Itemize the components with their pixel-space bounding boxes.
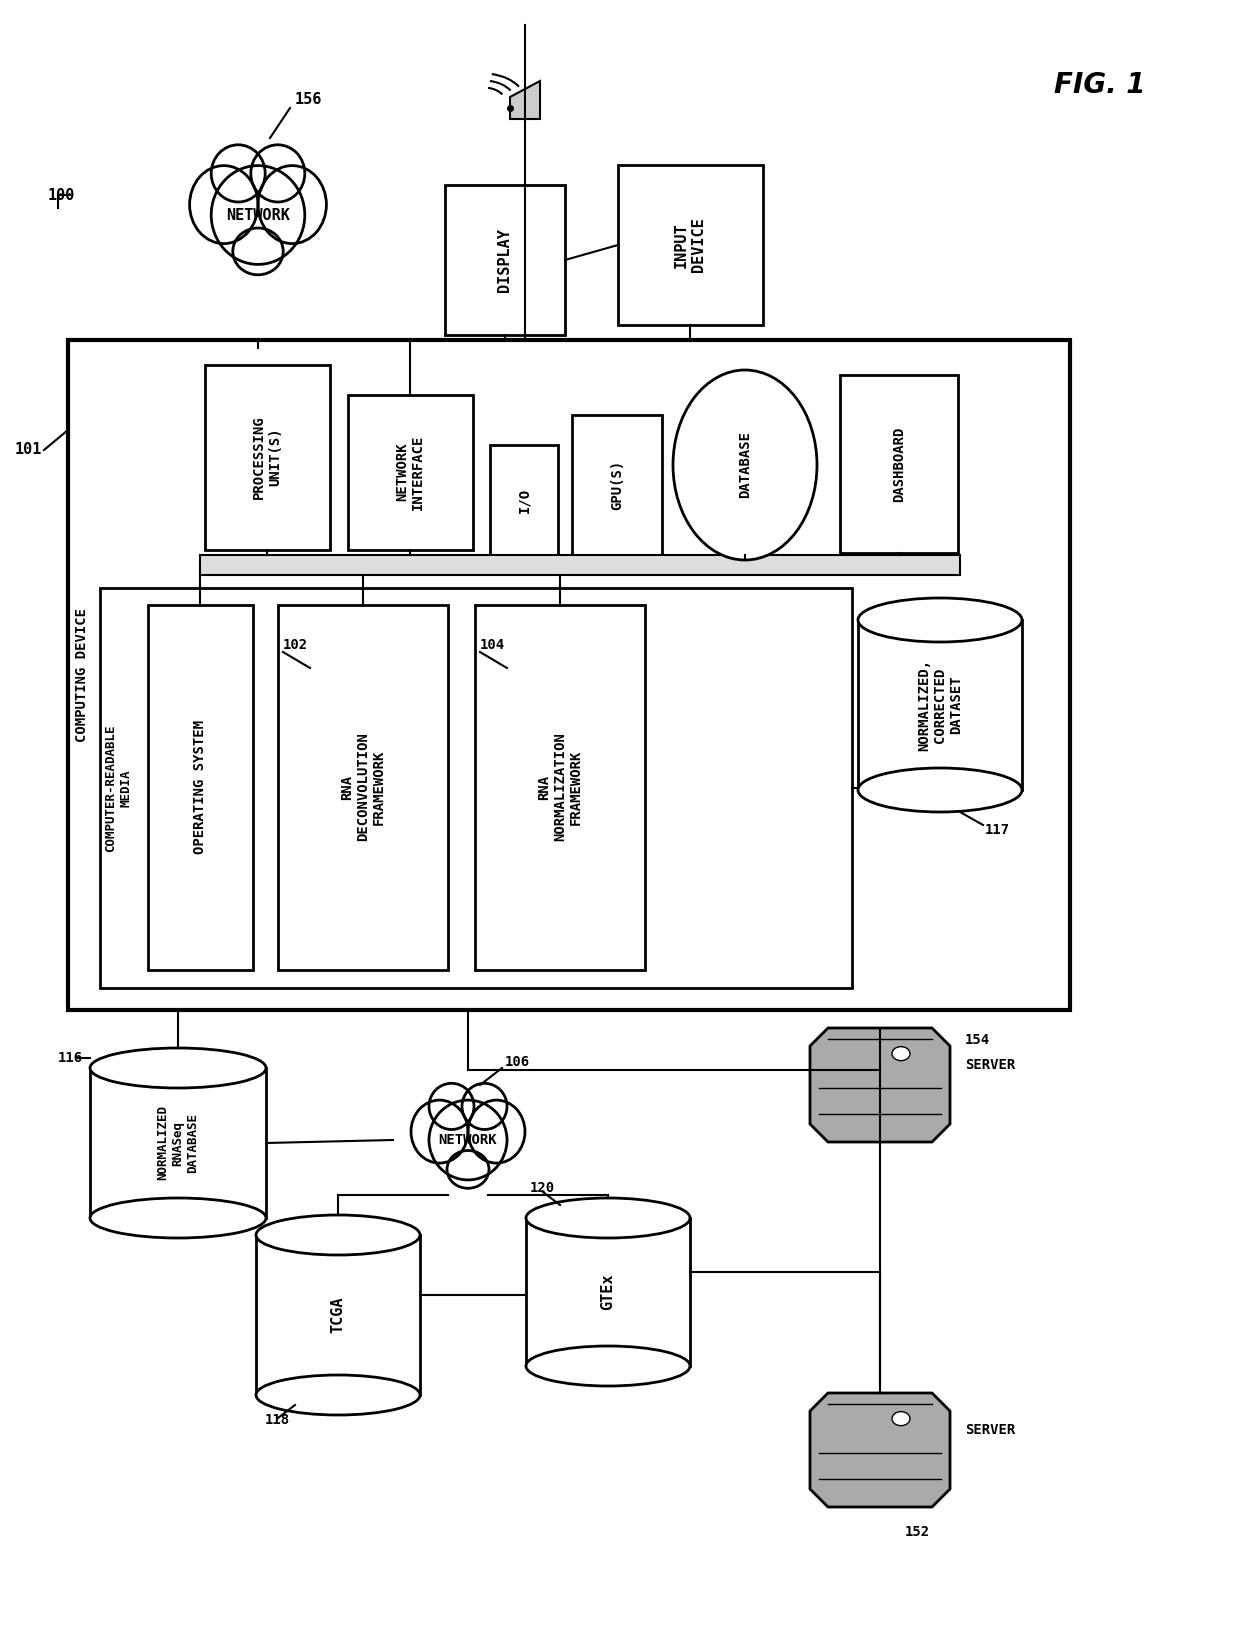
- Ellipse shape: [233, 229, 283, 275]
- Text: 101: 101: [15, 442, 42, 457]
- Ellipse shape: [255, 1215, 420, 1254]
- Text: 104: 104: [480, 638, 505, 653]
- Bar: [618, 164, 763, 326]
- Ellipse shape: [673, 370, 817, 561]
- Text: GTEx: GTEx: [600, 1274, 615, 1310]
- Bar: [526, 1218, 689, 1366]
- Bar: [148, 605, 253, 970]
- Ellipse shape: [258, 166, 326, 243]
- Polygon shape: [810, 1392, 950, 1508]
- Bar: [445, 186, 565, 335]
- Bar: [255, 1235, 420, 1396]
- Text: DATABASE: DATABASE: [738, 431, 751, 498]
- Bar: [68, 340, 1070, 1009]
- Ellipse shape: [446, 1151, 489, 1189]
- Text: 100: 100: [48, 187, 76, 202]
- Bar: [205, 365, 330, 551]
- Bar: [278, 605, 448, 970]
- Text: NETWORK: NETWORK: [439, 1133, 497, 1148]
- Ellipse shape: [892, 1412, 910, 1425]
- Text: COMPUTER-READABLE
MEDIA: COMPUTER-READABLE MEDIA: [104, 725, 131, 852]
- Text: 117: 117: [985, 824, 1011, 837]
- Polygon shape: [810, 1028, 950, 1143]
- Bar: [490, 446, 558, 556]
- Text: 120: 120: [529, 1180, 556, 1195]
- Text: PROCESSING
UNIT(S): PROCESSING UNIT(S): [252, 416, 283, 498]
- Text: NORMALIZED,
CORRECTED
DATASET: NORMALIZED, CORRECTED DATASET: [916, 659, 963, 751]
- Bar: [100, 589, 852, 988]
- Text: GPU(S): GPU(S): [610, 460, 624, 510]
- Ellipse shape: [190, 166, 258, 243]
- Text: 152: 152: [905, 1526, 930, 1539]
- Text: NETWORK: NETWORK: [226, 207, 290, 222]
- Text: 156: 156: [295, 92, 322, 107]
- Ellipse shape: [858, 768, 1022, 812]
- Text: 154: 154: [965, 1032, 990, 1047]
- Ellipse shape: [892, 1047, 910, 1060]
- Text: INPUT
DEVICE: INPUT DEVICE: [673, 217, 707, 273]
- Text: 116: 116: [58, 1051, 83, 1065]
- Text: 102: 102: [283, 638, 308, 653]
- Ellipse shape: [255, 1374, 420, 1415]
- Text: RNA
DECONVOLUTION
FRAMEWORK: RNA DECONVOLUTION FRAMEWORK: [340, 733, 386, 842]
- Ellipse shape: [250, 145, 305, 202]
- Ellipse shape: [526, 1198, 689, 1238]
- Ellipse shape: [858, 598, 1022, 643]
- Text: COMPUTING DEVICE: COMPUTING DEVICE: [74, 608, 89, 741]
- Ellipse shape: [429, 1083, 474, 1129]
- Ellipse shape: [211, 145, 265, 202]
- Bar: [572, 414, 662, 556]
- Text: NORMALIZED
RNASeq
DATABASE: NORMALIZED RNASeq DATABASE: [156, 1105, 200, 1180]
- Ellipse shape: [526, 1346, 689, 1386]
- Ellipse shape: [463, 1083, 507, 1129]
- Text: NETWORK
INTERFACE: NETWORK INTERFACE: [394, 434, 425, 510]
- Bar: [475, 605, 645, 970]
- Text: 118: 118: [265, 1412, 290, 1427]
- Ellipse shape: [91, 1047, 267, 1088]
- Bar: [348, 395, 472, 551]
- Text: I/O: I/O: [517, 487, 531, 513]
- Text: SERVER: SERVER: [965, 1059, 1016, 1072]
- Bar: [858, 620, 1022, 791]
- Text: DASHBOARD: DASHBOARD: [892, 426, 906, 501]
- Text: RNA
NORMALIZATION
FRAMEWORK: RNA NORMALIZATION FRAMEWORK: [537, 733, 583, 842]
- Ellipse shape: [467, 1100, 525, 1162]
- Text: OPERATING SYSTEM: OPERATING SYSTEM: [193, 720, 207, 853]
- Bar: [91, 1069, 267, 1218]
- Text: TCGA: TCGA: [331, 1297, 346, 1333]
- Text: SERVER: SERVER: [965, 1424, 1016, 1437]
- Text: 106: 106: [505, 1055, 531, 1069]
- Ellipse shape: [211, 166, 305, 265]
- Polygon shape: [510, 81, 539, 118]
- Bar: [200, 556, 960, 575]
- Bar: [839, 375, 959, 552]
- Text: DISPLAY: DISPLAY: [497, 229, 512, 293]
- Ellipse shape: [429, 1100, 507, 1180]
- Text: FIG. 1: FIG. 1: [1054, 71, 1146, 99]
- Ellipse shape: [410, 1100, 467, 1162]
- Ellipse shape: [91, 1198, 267, 1238]
